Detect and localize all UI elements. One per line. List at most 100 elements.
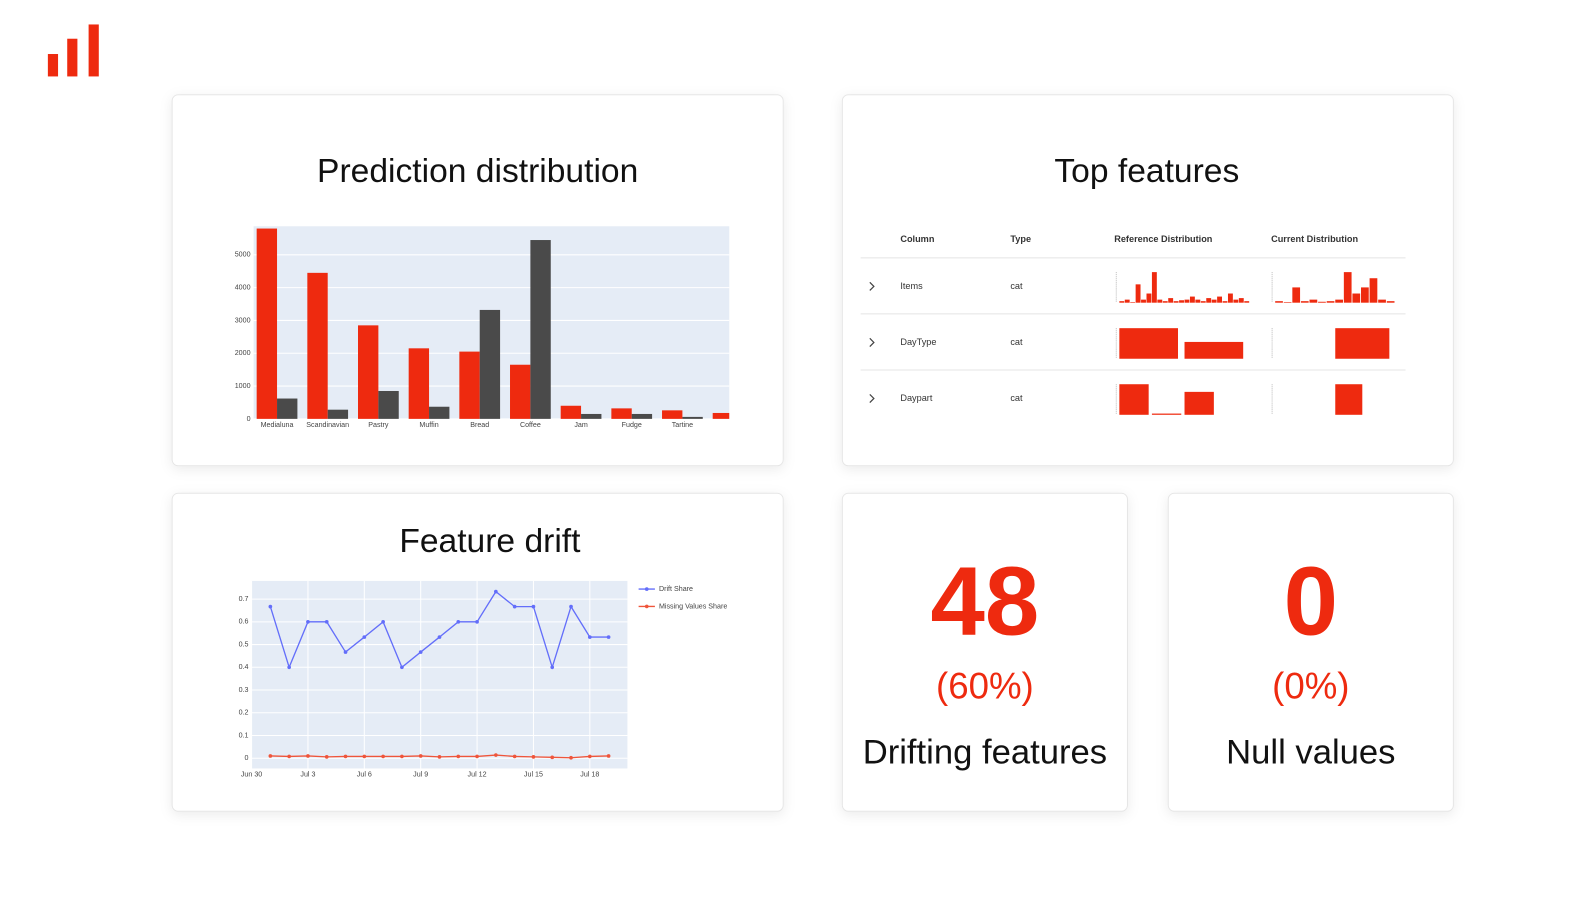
cell: cat xyxy=(1010,281,1023,291)
distribution-bar xyxy=(1173,301,1179,303)
bar xyxy=(429,406,450,419)
stat-label: Drifting features xyxy=(863,733,1107,771)
point xyxy=(343,650,348,654)
stat-share: (0%) xyxy=(1272,666,1349,707)
card xyxy=(841,94,1454,467)
distribution-bar xyxy=(1124,299,1130,303)
plot-background xyxy=(251,580,628,769)
bar xyxy=(378,390,399,419)
distribution-bar xyxy=(1318,301,1326,303)
cell: cat xyxy=(1010,337,1023,347)
distribution-bar xyxy=(1157,299,1163,303)
point xyxy=(550,665,555,670)
distribution-bar xyxy=(1275,301,1283,303)
point xyxy=(343,754,348,759)
y-tick-label: 5000 xyxy=(235,251,251,259)
bar xyxy=(459,351,480,419)
bar xyxy=(530,240,551,419)
distribution-bar xyxy=(1146,293,1152,303)
x-tick-label: Jul 15 xyxy=(524,770,543,778)
point xyxy=(512,754,517,759)
y-tick-label: 0.7 xyxy=(239,595,249,603)
distribution-bar xyxy=(1119,301,1125,303)
cell: Items xyxy=(900,281,923,291)
x-tick-label: Jul 18 xyxy=(580,770,599,778)
distribution-bar xyxy=(1151,272,1157,303)
y-tick-label: 0.6 xyxy=(239,618,249,626)
stat-value: 48 xyxy=(931,545,1040,655)
distribution-bar xyxy=(1227,293,1233,303)
bar xyxy=(327,409,349,419)
point xyxy=(400,665,404,670)
bar xyxy=(712,412,730,419)
legend-point xyxy=(644,604,649,609)
bar xyxy=(631,413,653,419)
point xyxy=(569,604,573,609)
stat-share: (60%) xyxy=(936,666,1034,707)
card xyxy=(1167,492,1454,812)
cell: DayType xyxy=(900,337,936,347)
y-tick-label: 0.3 xyxy=(239,686,249,694)
point xyxy=(569,755,573,760)
distribution-bar xyxy=(1184,391,1214,415)
distribution-bar xyxy=(1135,284,1141,303)
point xyxy=(587,754,592,759)
distribution-bar xyxy=(1184,299,1190,303)
point xyxy=(324,620,329,624)
point xyxy=(475,754,479,759)
point xyxy=(606,754,611,758)
point xyxy=(362,754,367,759)
column-header: Current Distribution xyxy=(1271,234,1358,244)
bar xyxy=(277,398,298,419)
point xyxy=(550,755,555,760)
distribution-bar xyxy=(1343,272,1352,303)
point xyxy=(494,589,498,594)
chevrons xyxy=(869,281,875,404)
distribution-bar xyxy=(1162,301,1168,303)
x-tick-label: Bread xyxy=(470,421,489,429)
x-tick-label: Tartine xyxy=(672,421,693,429)
distribution-bar xyxy=(1300,301,1309,303)
y-tick-label: 0.4 xyxy=(239,663,249,671)
chevron[interactable] xyxy=(869,337,875,347)
distribution-bar xyxy=(1326,301,1335,303)
bar xyxy=(358,325,379,419)
distribution-bar xyxy=(1151,413,1182,415)
distribution-bar xyxy=(1168,298,1174,303)
point xyxy=(268,754,273,758)
legend-label: Drift Share xyxy=(659,585,693,593)
bar xyxy=(581,413,602,419)
distribution-bar xyxy=(1217,296,1223,303)
bar xyxy=(682,416,703,419)
x-tick-label: Coffee xyxy=(520,421,541,429)
column-header: Reference Distribution xyxy=(1114,234,1213,244)
point xyxy=(475,620,479,624)
point xyxy=(400,754,404,759)
point xyxy=(531,604,536,609)
point xyxy=(531,755,536,759)
bars xyxy=(256,228,730,419)
distribution-bar xyxy=(1222,301,1228,303)
y-tick-label: 1000 xyxy=(235,382,251,390)
distribution-bar xyxy=(1335,299,1343,303)
point xyxy=(362,635,367,639)
card-title: Feature drift xyxy=(399,523,581,560)
cell: Daypart xyxy=(900,393,933,403)
point xyxy=(324,755,329,759)
distribution-bar xyxy=(1200,301,1206,303)
chevron[interactable] xyxy=(869,393,875,404)
point xyxy=(587,635,592,639)
distribution-bar xyxy=(1361,287,1369,303)
card-title: Prediction distribution xyxy=(317,153,638,190)
distribution-bar xyxy=(1211,299,1217,303)
distribution-bar xyxy=(1130,302,1136,303)
card xyxy=(841,492,1128,812)
distribution-bar xyxy=(1309,299,1318,303)
chevron[interactable] xyxy=(869,281,875,291)
y-tick-label: 0.1 xyxy=(239,731,249,739)
x-tick-label: Jul 9 xyxy=(413,770,428,778)
x-tick-label: Fudge xyxy=(622,421,642,429)
column-header: Column xyxy=(900,234,934,244)
point xyxy=(268,604,273,609)
